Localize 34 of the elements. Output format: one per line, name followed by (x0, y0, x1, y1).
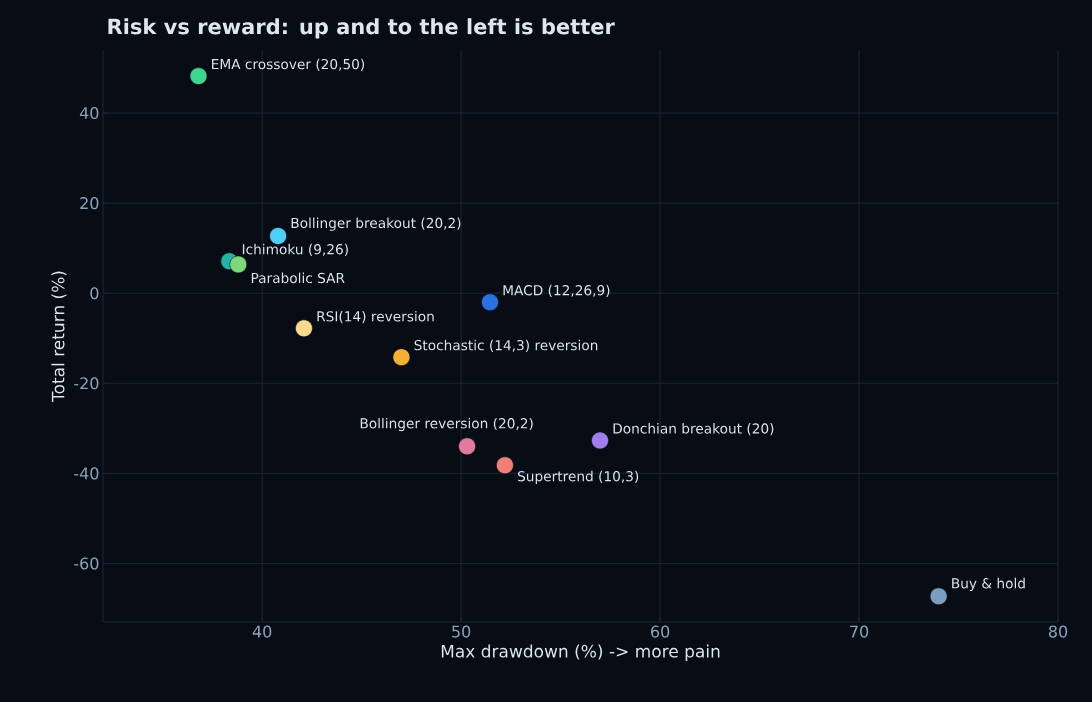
y-tick-label: 40 (79, 106, 99, 120)
x-tick-label: 40 (252, 625, 272, 638)
point (929, 587, 948, 606)
point (496, 456, 514, 475)
point (229, 255, 248, 274)
point (392, 348, 411, 366)
annotation: Donchian breakout (20) (613, 423, 774, 436)
chart-title: Risk vs reward: up and to the left is better (108, 18, 615, 39)
annotation: Parabolic SAR (251, 272, 345, 284)
annotation: RSI(14) reversion (317, 310, 434, 324)
y-tick-label: -20 (74, 377, 99, 390)
annotation: Bollinger reversion (20,2) (360, 417, 533, 432)
point (295, 319, 313, 338)
point (458, 437, 476, 456)
point (481, 293, 499, 312)
annotation: Ichimoku (9,26) (242, 243, 348, 257)
annotation: Stochastic (14,3) reversion (414, 339, 598, 352)
point (189, 67, 208, 85)
y-tick-label: -40 (74, 467, 99, 480)
x-axis-title: Max drawdown (%) -> more pain (441, 644, 720, 661)
annotation: Buy & hold (952, 577, 1025, 592)
y-tick-label: -60 (74, 557, 99, 570)
annotation: EMA crossover (20,50) (212, 58, 365, 71)
x-tick-label: 70 (850, 625, 869, 638)
x-tick-label: 60 (651, 625, 670, 638)
annotation: Supertrend (10,3) (518, 470, 639, 485)
x-tick-label: 50 (452, 625, 471, 638)
y-axis-title: Total return (%) (51, 271, 67, 402)
point (591, 431, 609, 450)
annotation: Bollinger breakout (20,2) (291, 217, 461, 231)
y-tick-label: 20 (80, 197, 99, 210)
annotation: MACD (12,26,9) (503, 284, 610, 298)
y-tick-label: 0 (90, 287, 99, 300)
x-tick-label: 80 (1048, 625, 1068, 638)
